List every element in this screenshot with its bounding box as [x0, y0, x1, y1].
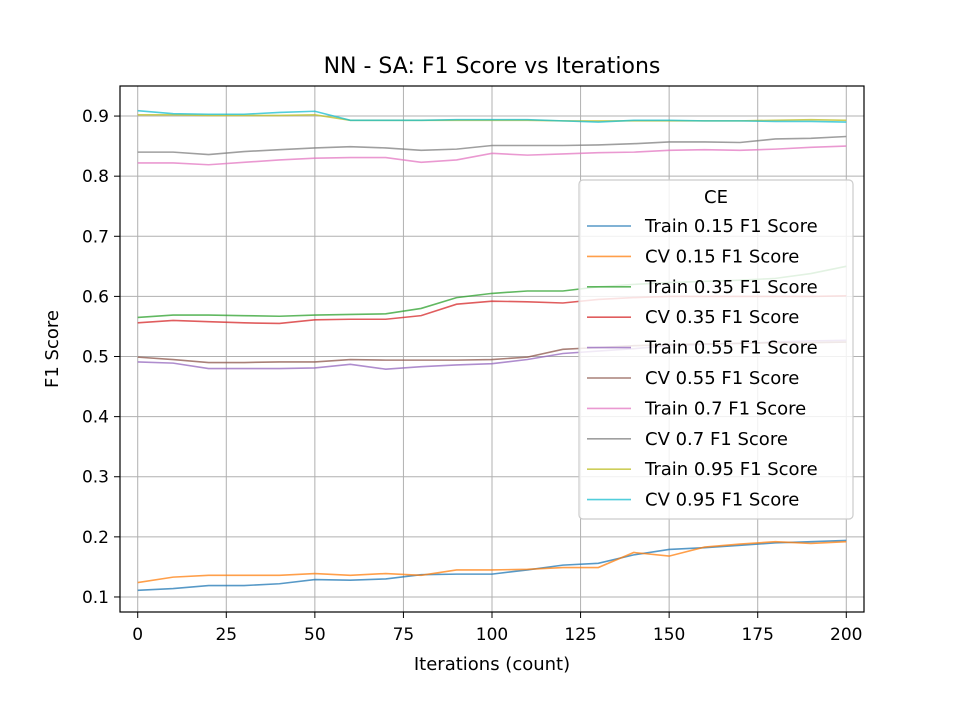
legend-label: Train 0.35 F1 Score — [644, 277, 818, 298]
y-tick-label: 0.2 — [82, 528, 109, 548]
y-tick-label: 0.9 — [82, 107, 109, 127]
y-axis-label: F1 Score — [42, 310, 63, 388]
legend-box — [578, 179, 854, 520]
legend-label: CV 0.95 F1 Score — [645, 490, 799, 511]
x-tick-label: 75 — [393, 625, 415, 645]
x-tick-label: 150 — [653, 625, 685, 645]
legend-label: Train 0.15 F1 Score — [644, 216, 818, 237]
y-tick-label: 0.6 — [82, 287, 109, 307]
series-layer — [137, 109, 847, 592]
x-tick-label: 175 — [741, 625, 773, 645]
legend-label: Train 0.55 F1 Score — [644, 338, 818, 359]
ticks-layer: 0 25 50 75 100 125 150 175 200 0.1 0.2 0.3 0.4 0.5 0.6… — [82, 107, 863, 645]
x-tick-label: 25 — [215, 625, 237, 645]
x-tick-label: 125 — [564, 625, 596, 645]
series-line-9 — [137, 109, 847, 123]
legend-label: CV 0.15 F1 Score — [645, 246, 799, 267]
legend-label: Train 0.95 F1 Score — [644, 459, 818, 480]
y-tick-label: 0.7 — [82, 227, 109, 247]
legend-label: CV 0.7 F1 Score — [645, 429, 788, 450]
legend-label: Train 0.7 F1 Score — [644, 398, 806, 419]
x-tick-label: 0 — [132, 625, 143, 645]
legend-label: CV 0.55 F1 Score — [645, 368, 799, 389]
legend-items: Train 0.15 F1 Score CV 0.15 F1 Score Train… — [587, 216, 818, 511]
grid-layer — [120, 86, 864, 612]
series-line-0 — [137, 539, 847, 592]
legend-title: CE — [704, 187, 728, 208]
x-tick-label: 200 — [830, 625, 862, 645]
x-tick-label: 50 — [304, 625, 326, 645]
y-tick-label: 0.3 — [82, 468, 109, 488]
y-tick-label: 0.1 — [82, 588, 109, 608]
chart-title: NN - SA: F1 Score vs Iterations — [324, 54, 661, 79]
y-tick-label: 0.4 — [82, 408, 109, 428]
y-tick-label: 0.5 — [82, 348, 109, 368]
legend-label: CV 0.35 F1 Score — [645, 307, 799, 328]
x-tick-label: 100 — [476, 625, 508, 645]
series-line-6 — [137, 145, 847, 166]
y-tick-label: 0.8 — [82, 167, 109, 187]
series-line-7 — [137, 135, 847, 156]
series-line-1 — [137, 540, 847, 584]
x-axis-label: Iterations (count) — [414, 654, 570, 675]
